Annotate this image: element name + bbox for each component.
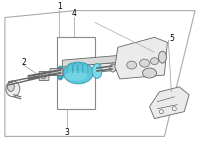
Ellipse shape [6,81,20,97]
Ellipse shape [63,62,93,84]
Text: 4: 4 [72,9,77,18]
Bar [57,37,95,109]
Text: 3: 3 [65,128,70,137]
Polygon shape [150,87,189,119]
Ellipse shape [127,61,137,69]
Text: 1: 1 [57,2,62,11]
Ellipse shape [7,82,14,91]
Ellipse shape [57,66,64,80]
Ellipse shape [151,58,158,65]
Polygon shape [62,52,157,67]
Ellipse shape [65,71,87,81]
FancyBboxPatch shape [39,72,49,80]
Ellipse shape [143,68,156,78]
Ellipse shape [140,59,150,67]
Text: 2: 2 [21,58,26,67]
Ellipse shape [110,64,116,72]
FancyBboxPatch shape [50,69,63,75]
Polygon shape [62,59,157,75]
Ellipse shape [159,110,163,114]
Ellipse shape [158,51,166,63]
Ellipse shape [172,107,176,111]
Ellipse shape [92,64,102,78]
Text: 5: 5 [169,34,174,43]
Polygon shape [115,37,167,79]
Ellipse shape [41,73,46,79]
